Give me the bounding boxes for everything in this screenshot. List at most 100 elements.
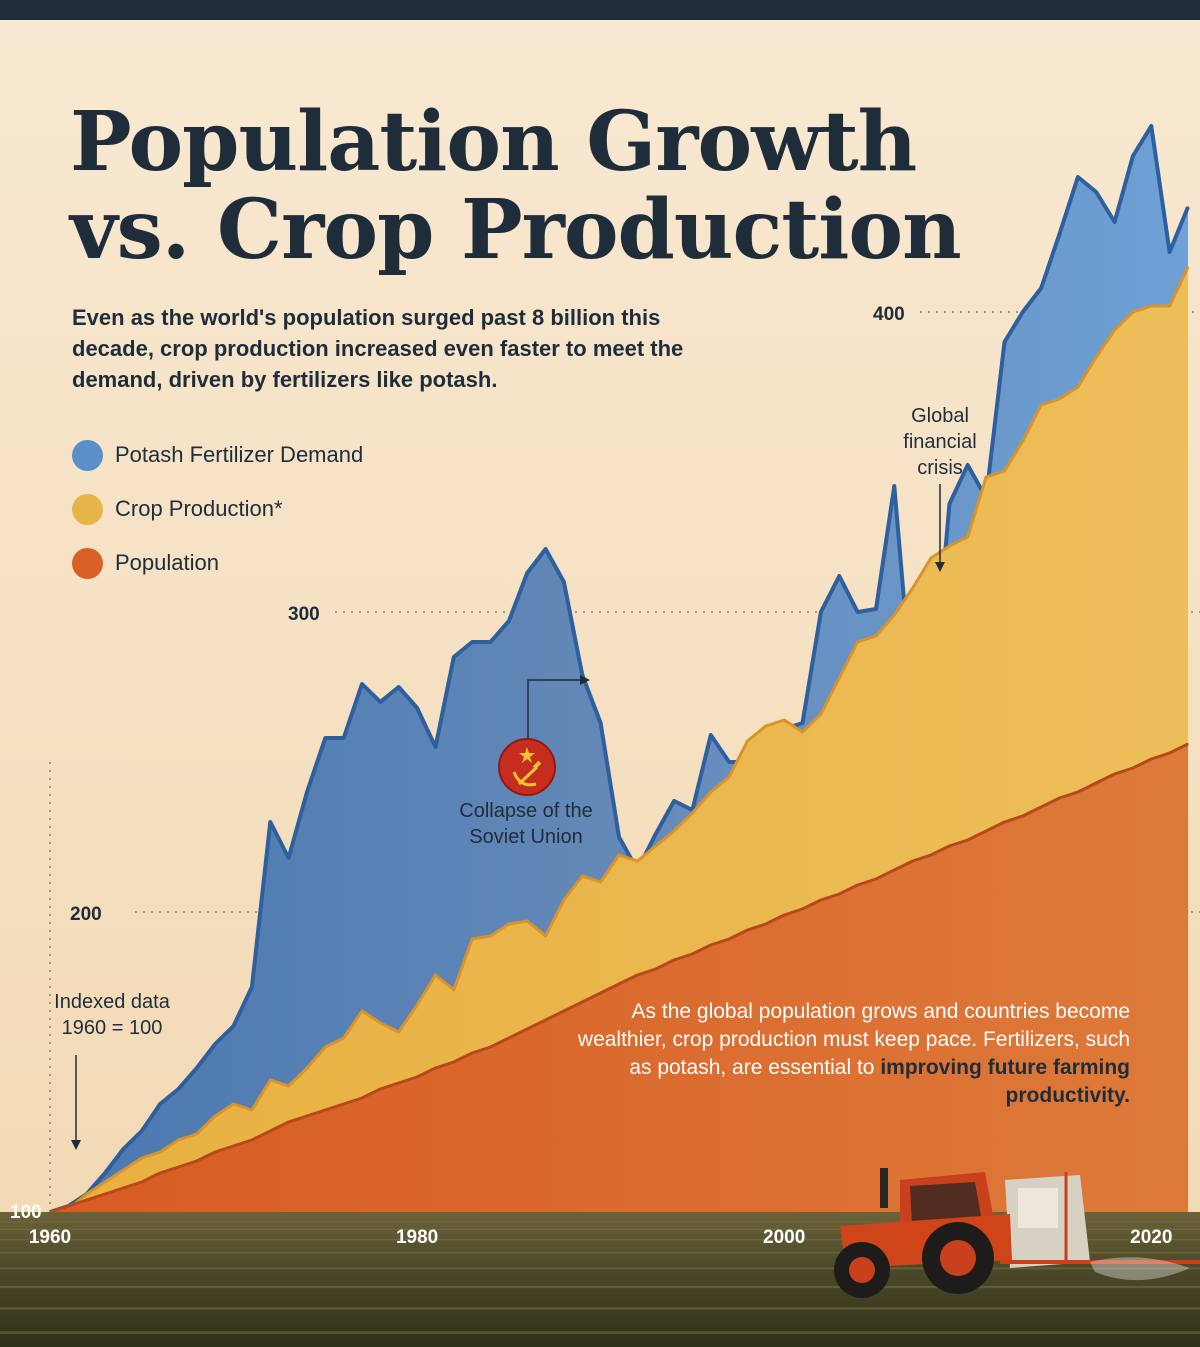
point-potash-2001 (801, 722, 804, 724)
point-potash-1997 (728, 761, 730, 763)
legend-swatch-potash (72, 439, 103, 471)
point-population-1973 (287, 1121, 290, 1123)
point-population-2004 (856, 884, 859, 886)
chart-areas (49, 124, 1190, 1214)
point-population-1974 (306, 1115, 308, 1117)
point-crop-1976 (342, 1037, 345, 1039)
point-crop-1990 (599, 881, 602, 883)
axis-ticks: 100 200 300 400 1960 1980 2000 2020 (10, 304, 1172, 1248)
point-potash-1983 (471, 641, 474, 643)
point-population-1971 (251, 1139, 253, 1141)
point-potash-2015 (1058, 233, 1061, 235)
title-line-1: Population Growth (70, 94, 917, 190)
point-population-1968 (196, 1160, 198, 1162)
point-population-1977 (361, 1097, 363, 1099)
point-potash-1967 (177, 1088, 180, 1090)
point-population-2005 (875, 878, 877, 880)
point-potash-1974 (306, 791, 308, 793)
point-crop-2008 (930, 557, 932, 559)
x-tick-label-1980: 1980 (396, 1227, 438, 1248)
bottom-note-text: As the global population grows and count… (577, 1000, 1130, 1079)
point-potash-1996 (710, 734, 712, 736)
point-population-1998 (746, 929, 749, 931)
point-crop-1962 (85, 1193, 88, 1195)
point-potash-2006 (893, 485, 896, 487)
point-crop-2001 (801, 731, 804, 733)
y-tick-label-100: 100 (10, 1202, 42, 1223)
point-population-2003 (838, 893, 841, 895)
point-crop-1986 (526, 920, 528, 922)
point-potash-1966 (159, 1103, 161, 1105)
point-population-2009 (948, 845, 951, 847)
point-potash-1985 (508, 620, 510, 622)
point-crop-1977 (361, 1010, 363, 1012)
point-potash-1976 (342, 737, 345, 739)
point-crop-2011 (985, 476, 987, 478)
point-potash-1977 (361, 683, 363, 685)
point-potash-2022 (1187, 206, 1189, 208)
point-population-1983 (471, 1052, 474, 1054)
point-crop-1999 (765, 725, 767, 727)
point-crop-1964 (122, 1169, 125, 1171)
point-crop-1969 (214, 1115, 216, 1117)
point-potash-2016 (1077, 176, 1079, 178)
point-population-1995 (691, 953, 694, 955)
point-crop-1984 (489, 935, 492, 937)
point-population-1979 (397, 1082, 400, 1084)
point-population-1993 (654, 968, 657, 970)
point-crop-1968 (196, 1133, 198, 1135)
bottom-note-emphasis: improving future farming productivity. (880, 1056, 1130, 1107)
point-crop-1966 (159, 1151, 161, 1153)
point-population-2016 (1077, 791, 1079, 793)
legend-label-potash: Potash Fertilizer Demand (115, 442, 364, 467)
x-tick-label-2000: 2000 (763, 1227, 805, 1248)
point-potash-1989 (581, 674, 584, 676)
point-potash-1984 (489, 641, 492, 643)
annotation-soviet: Collapse of the Soviet Union (459, 800, 593, 848)
point-crop-1992 (636, 860, 639, 862)
point-potash-1982 (453, 656, 455, 658)
point-population-1961 (67, 1205, 70, 1207)
legend-item-potash: Potash Fertilizer Demand (72, 428, 363, 482)
point-potash-2010 (966, 464, 969, 466)
point-potash-1969 (214, 1043, 216, 1045)
point-crop-1979 (397, 1031, 400, 1033)
point-crop-1998 (746, 740, 749, 742)
point-potash-2013 (1022, 311, 1024, 313)
point-population-1976 (342, 1103, 345, 1105)
point-population-2017 (1095, 782, 1097, 784)
point-crop-1982 (453, 989, 455, 991)
point-potash-1993 (654, 833, 657, 835)
point-crop-1974 (306, 1067, 308, 1069)
tractor-icon (834, 1168, 1200, 1298)
area-population (50, 744, 1188, 1212)
point-potash-1970 (232, 1025, 235, 1027)
point-crop-1993 (654, 845, 657, 847)
legend-item-population: Population (72, 536, 363, 590)
point-crop-1983 (471, 938, 474, 940)
point-crop-1996 (710, 791, 712, 793)
point-population-1991 (618, 983, 620, 985)
point-population-1999 (765, 923, 767, 925)
point-population-1970 (232, 1145, 235, 1147)
top-bar (0, 0, 1200, 20)
annotation-indexed: Indexed data 1960 = 100 (54, 991, 170, 1039)
point-potash-1981 (434, 746, 437, 748)
point-population-1969 (214, 1151, 216, 1153)
point-crop-2020 (1150, 305, 1153, 307)
point-crop-1978 (379, 1022, 382, 1024)
point-population-2012 (1003, 821, 1006, 823)
point-potash-2014 (1040, 287, 1042, 289)
point-crop-1989 (581, 875, 584, 877)
point-population-2002 (820, 899, 822, 901)
point-crop-1963 (104, 1181, 106, 1183)
point-crop-1988 (563, 899, 565, 901)
point-crop-2013 (1022, 440, 1024, 442)
bottom-note: As the global population grows and count… (560, 998, 1130, 1110)
point-crop-2000 (783, 719, 785, 721)
point-population-1963 (104, 1193, 106, 1195)
point-crop-2005 (875, 635, 877, 637)
point-potash-1973 (287, 857, 290, 859)
point-population-2010 (966, 839, 969, 841)
soviet-arrow-line (527, 679, 582, 740)
